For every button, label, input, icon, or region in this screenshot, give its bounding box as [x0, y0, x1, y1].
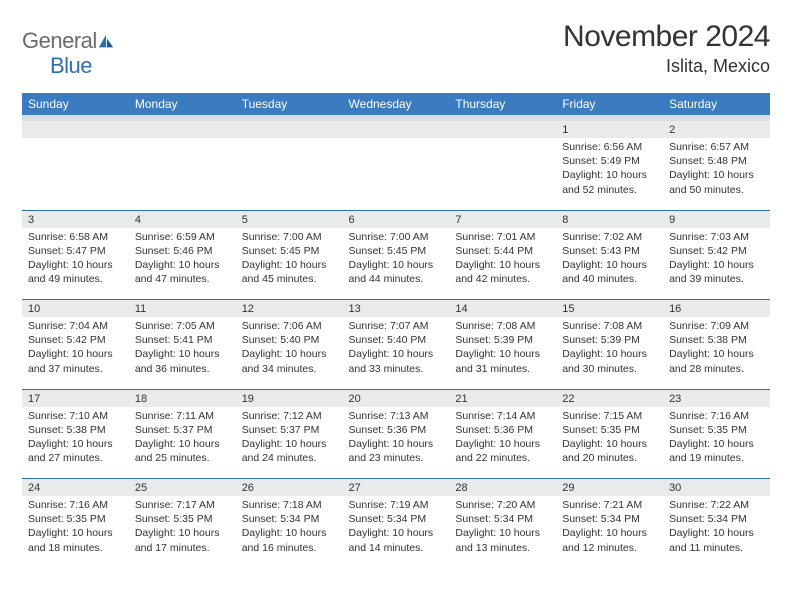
logo-general: General — [22, 28, 97, 54]
calendar-table: SundayMondayTuesdayWednesdayThursdayFrid… — [22, 93, 770, 566]
logo: General — [22, 20, 117, 54]
day-number: 10 — [22, 300, 129, 318]
day-number: 25 — [129, 479, 236, 497]
day-details: Sunrise: 7:22 AM Sunset: 5:34 PM Dayligh… — [663, 496, 770, 566]
day-details — [129, 138, 236, 210]
day-details: Sunrise: 7:17 AM Sunset: 5:35 PM Dayligh… — [129, 496, 236, 566]
day-details: Sunrise: 6:56 AM Sunset: 5:49 PM Dayligh… — [556, 138, 663, 210]
day-details: Sunrise: 7:16 AM Sunset: 5:35 PM Dayligh… — [22, 496, 129, 566]
day-details: Sunrise: 7:01 AM Sunset: 5:44 PM Dayligh… — [449, 228, 556, 300]
day-details: Sunrise: 7:08 AM Sunset: 5:39 PM Dayligh… — [449, 317, 556, 389]
weekday-wednesday: Wednesday — [343, 93, 450, 115]
weekday-thursday: Thursday — [449, 93, 556, 115]
sail-icon — [97, 33, 115, 51]
day-number: 20 — [343, 389, 450, 407]
day-number — [343, 121, 450, 138]
day-number: 19 — [236, 389, 343, 407]
day-details: Sunrise: 7:11 AM Sunset: 5:37 PM Dayligh… — [129, 407, 236, 479]
title-block: November 2024 Islita, Mexico — [563, 20, 770, 77]
day-details: Sunrise: 7:16 AM Sunset: 5:35 PM Dayligh… — [663, 407, 770, 479]
day-number: 29 — [556, 479, 663, 497]
logo-blue: Blue — [22, 53, 92, 78]
weekday-header-row: SundayMondayTuesdayWednesdayThursdayFrid… — [22, 93, 770, 115]
day-number: 9 — [663, 210, 770, 228]
day-details: Sunrise: 6:58 AM Sunset: 5:47 PM Dayligh… — [22, 228, 129, 300]
day-details: Sunrise: 7:02 AM Sunset: 5:43 PM Dayligh… — [556, 228, 663, 300]
day-number: 21 — [449, 389, 556, 407]
weekday-friday: Friday — [556, 93, 663, 115]
day-details: Sunrise: 7:00 AM Sunset: 5:45 PM Dayligh… — [343, 228, 450, 300]
month-title: November 2024 — [563, 20, 770, 54]
day-number: 27 — [343, 479, 450, 497]
day-details: Sunrise: 7:09 AM Sunset: 5:38 PM Dayligh… — [663, 317, 770, 389]
day-details — [449, 138, 556, 210]
data-row: Sunrise: 7:16 AM Sunset: 5:35 PM Dayligh… — [22, 496, 770, 566]
location: Islita, Mexico — [563, 56, 770, 77]
day-number: 14 — [449, 300, 556, 318]
day-number: 28 — [449, 479, 556, 497]
day-details: Sunrise: 7:03 AM Sunset: 5:42 PM Dayligh… — [663, 228, 770, 300]
day-details: Sunrise: 7:12 AM Sunset: 5:37 PM Dayligh… — [236, 407, 343, 479]
data-row: Sunrise: 6:56 AM Sunset: 5:49 PM Dayligh… — [22, 138, 770, 210]
day-number: 15 — [556, 300, 663, 318]
day-number: 24 — [22, 479, 129, 497]
day-details: Sunrise: 7:19 AM Sunset: 5:34 PM Dayligh… — [343, 496, 450, 566]
weekday-monday: Monday — [129, 93, 236, 115]
data-row: Sunrise: 7:04 AM Sunset: 5:42 PM Dayligh… — [22, 317, 770, 389]
data-row: Sunrise: 6:58 AM Sunset: 5:47 PM Dayligh… — [22, 228, 770, 300]
day-details: Sunrise: 6:57 AM Sunset: 5:48 PM Dayligh… — [663, 138, 770, 210]
day-details: Sunrise: 7:20 AM Sunset: 5:34 PM Dayligh… — [449, 496, 556, 566]
day-details: Sunrise: 7:08 AM Sunset: 5:39 PM Dayligh… — [556, 317, 663, 389]
day-number: 22 — [556, 389, 663, 407]
day-details: Sunrise: 7:18 AM Sunset: 5:34 PM Dayligh… — [236, 496, 343, 566]
day-number: 23 — [663, 389, 770, 407]
date-row: 12 — [22, 121, 770, 138]
day-number: 5 — [236, 210, 343, 228]
date-row: 10111213141516 — [22, 300, 770, 318]
day-number: 2 — [663, 121, 770, 138]
day-number — [129, 121, 236, 138]
weekday-tuesday: Tuesday — [236, 93, 343, 115]
day-number: 11 — [129, 300, 236, 318]
weekday-saturday: Saturday — [663, 93, 770, 115]
weekday-sunday: Sunday — [22, 93, 129, 115]
date-row: 3456789 — [22, 210, 770, 228]
day-details — [236, 138, 343, 210]
day-number: 1 — [556, 121, 663, 138]
day-number: 17 — [22, 389, 129, 407]
day-number: 13 — [343, 300, 450, 318]
day-number: 7 — [449, 210, 556, 228]
day-number: 12 — [236, 300, 343, 318]
date-row: 17181920212223 — [22, 389, 770, 407]
day-details: Sunrise: 7:00 AM Sunset: 5:45 PM Dayligh… — [236, 228, 343, 300]
day-details: Sunrise: 7:21 AM Sunset: 5:34 PM Dayligh… — [556, 496, 663, 566]
day-details: Sunrise: 7:13 AM Sunset: 5:36 PM Dayligh… — [343, 407, 450, 479]
day-number: 8 — [556, 210, 663, 228]
day-details — [343, 138, 450, 210]
day-details — [22, 138, 129, 210]
day-number: 30 — [663, 479, 770, 497]
day-details: Sunrise: 7:05 AM Sunset: 5:41 PM Dayligh… — [129, 317, 236, 389]
day-number: 26 — [236, 479, 343, 497]
data-row: Sunrise: 7:10 AM Sunset: 5:38 PM Dayligh… — [22, 407, 770, 479]
day-details: Sunrise: 7:10 AM Sunset: 5:38 PM Dayligh… — [22, 407, 129, 479]
day-number: 3 — [22, 210, 129, 228]
date-row: 24252627282930 — [22, 479, 770, 497]
day-details: Sunrise: 7:15 AM Sunset: 5:35 PM Dayligh… — [556, 407, 663, 479]
day-details: Sunrise: 7:06 AM Sunset: 5:40 PM Dayligh… — [236, 317, 343, 389]
day-number — [236, 121, 343, 138]
day-details: Sunrise: 7:14 AM Sunset: 5:36 PM Dayligh… — [449, 407, 556, 479]
day-number: 4 — [129, 210, 236, 228]
day-number: 16 — [663, 300, 770, 318]
day-details: Sunrise: 6:59 AM Sunset: 5:46 PM Dayligh… — [129, 228, 236, 300]
day-details: Sunrise: 7:04 AM Sunset: 5:42 PM Dayligh… — [22, 317, 129, 389]
day-number: 18 — [129, 389, 236, 407]
day-number — [22, 121, 129, 138]
day-number: 6 — [343, 210, 450, 228]
day-number — [449, 121, 556, 138]
day-details: Sunrise: 7:07 AM Sunset: 5:40 PM Dayligh… — [343, 317, 450, 389]
